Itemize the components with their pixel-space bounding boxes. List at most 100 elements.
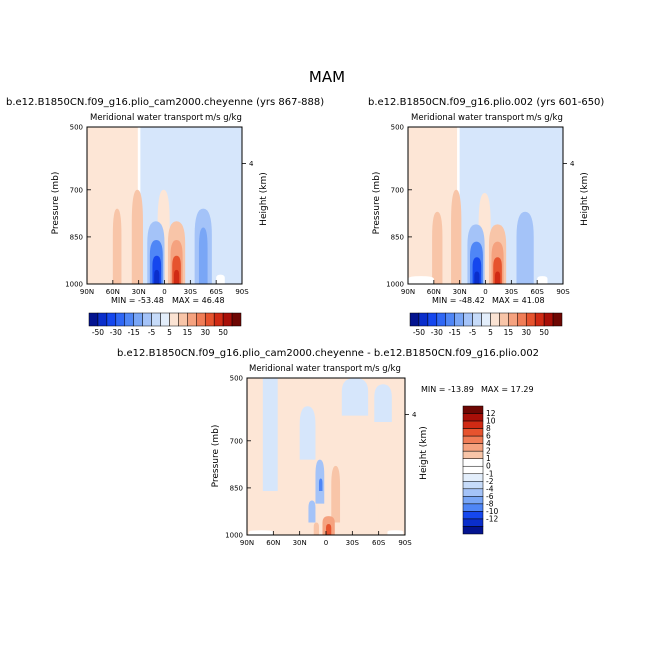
colorbar-label: 5 [488, 328, 493, 337]
contour-region [516, 211, 534, 284]
colorbar-label: -12 [486, 514, 498, 523]
colorbar-box [552, 312, 563, 327]
panel1-max-text: MAX = 46.48 [172, 296, 225, 305]
colorbar-box [204, 312, 215, 327]
colorbar-box [445, 312, 455, 327]
contour-region [131, 189, 143, 284]
colorbar-box [462, 420, 484, 429]
colorbar-label: -50 [413, 328, 425, 337]
colorbar-box [196, 312, 206, 327]
colorbar-box [213, 312, 224, 327]
colorbar-box [454, 312, 464, 327]
colorbar-label: -5 [148, 328, 156, 337]
x-tick-label: 90S [398, 539, 412, 547]
x-tick-label: 90N [401, 288, 415, 296]
colorbar-label: 12 [486, 409, 496, 418]
x-tick-label: 30N [453, 288, 467, 296]
y-tick-label: 850 [70, 233, 83, 241]
contour-region [299, 406, 316, 460]
x-tick-label: 90S [556, 288, 570, 296]
colorbar-label: -8 [486, 499, 494, 508]
colorbar-label: 50 [218, 328, 228, 337]
panel2-max-text: MAX = 41.08 [492, 296, 545, 305]
contour-region [537, 276, 548, 284]
colorbar-box [409, 312, 420, 327]
colorbar-label: -15 [449, 328, 461, 337]
colorbar-box [462, 458, 484, 467]
colorbar-label: 4 [486, 439, 491, 448]
colorbar-box [462, 443, 484, 452]
figure-title: MAM [308, 68, 346, 86]
colorbar-box [169, 312, 179, 327]
colorbar-box [462, 488, 484, 497]
panel2-title: b.e12.B1850CN.f09_g16.plio.002 (yrs 601-… [368, 97, 605, 108]
colorbar-right: -50 -30 -15 -5 5 15 30 50 [409, 312, 563, 337]
y-tick-label: 1000 [65, 281, 83, 289]
colorbar-box [106, 312, 117, 327]
contour-region [112, 208, 122, 284]
contour-region [248, 530, 274, 535]
y-tick-label: 500 [70, 124, 83, 132]
x-tick-label: 60S [530, 288, 544, 296]
contour-region [494, 271, 501, 284]
colorbar-label: 50 [539, 328, 549, 337]
panel1-field [87, 127, 242, 284]
colorbar-box [462, 413, 484, 422]
x-tick-label: 90S [235, 288, 249, 296]
panel3-subtitle-left: Meridional water transport [249, 364, 363, 374]
panel3-subtitle-right: m/s g/kg [364, 364, 401, 374]
contour-region [154, 269, 160, 284]
panel3-max-text: MAX = 17.29 [481, 385, 534, 394]
colorbar-box [115, 312, 126, 327]
x-tick-label: 60N [427, 288, 441, 296]
colorbar-label: 6 [486, 432, 491, 441]
colorbar-box [142, 312, 152, 327]
colorbar-label: -2 [486, 477, 494, 486]
colorbar-box [472, 312, 482, 327]
panel2-plot: 90N 60N 30N 0 30S 60S 90S 500 700 850 1000 4 [386, 124, 575, 297]
colorbar-box [462, 511, 484, 520]
colorbar-label: -5 [469, 328, 477, 337]
colorbar-box [418, 312, 429, 327]
colorbar-box [462, 465, 484, 475]
colorbar-box [436, 312, 447, 327]
colorbar-label: -6 [486, 492, 494, 501]
panel2-field [408, 127, 563, 284]
colorbar-box [517, 312, 527, 327]
contour-region [198, 227, 208, 284]
contour-region [432, 211, 443, 284]
colorbar-label: -50 [92, 328, 104, 337]
colorbar-box [187, 312, 197, 327]
x-tick-label: 60N [266, 539, 280, 547]
panel1-subtitle-left: Meridional water transport [90, 113, 204, 123]
colorbar-box [462, 496, 484, 505]
colorbar-box [462, 518, 484, 527]
colorbar-box [463, 312, 473, 327]
panel1-title: b.e12.B1850CN.f09_g16.plio_cam2000.cheye… [6, 97, 325, 108]
right-tick-label: 4 [570, 160, 575, 168]
panel3-title: b.e12.B1850CN.f09_g16.plio_cam2000.cheye… [117, 348, 540, 359]
colorbar-box [178, 312, 188, 327]
colorbar-box [462, 428, 484, 437]
colorbar-label: 30 [200, 328, 210, 337]
contour-region [451, 189, 462, 284]
x-tick-label: 0 [483, 288, 487, 296]
panel2-subtitle-left: Meridional water transport [411, 113, 525, 123]
colorbar-box [462, 503, 484, 512]
colorbar-box [97, 312, 108, 327]
colorbar-label: 15 [183, 328, 193, 337]
x-tick-label: 0 [324, 539, 328, 547]
colorbar-left: -50 -30 -15 -5 5 15 30 50 [88, 312, 242, 337]
x-tick-label: 30N [293, 539, 307, 547]
colorbar-label: 15 [504, 328, 514, 337]
colorbar-box [133, 312, 143, 327]
colorbar-box [508, 312, 518, 327]
right-tick-label: 4 [249, 160, 254, 168]
colorbar-label: -10 [486, 507, 498, 516]
colorbar-label: 30 [521, 328, 531, 337]
colorbar-box [231, 312, 242, 327]
colorbar-box [462, 405, 484, 414]
contour-region [356, 465, 379, 523]
y-tick-label: 500 [391, 124, 404, 132]
